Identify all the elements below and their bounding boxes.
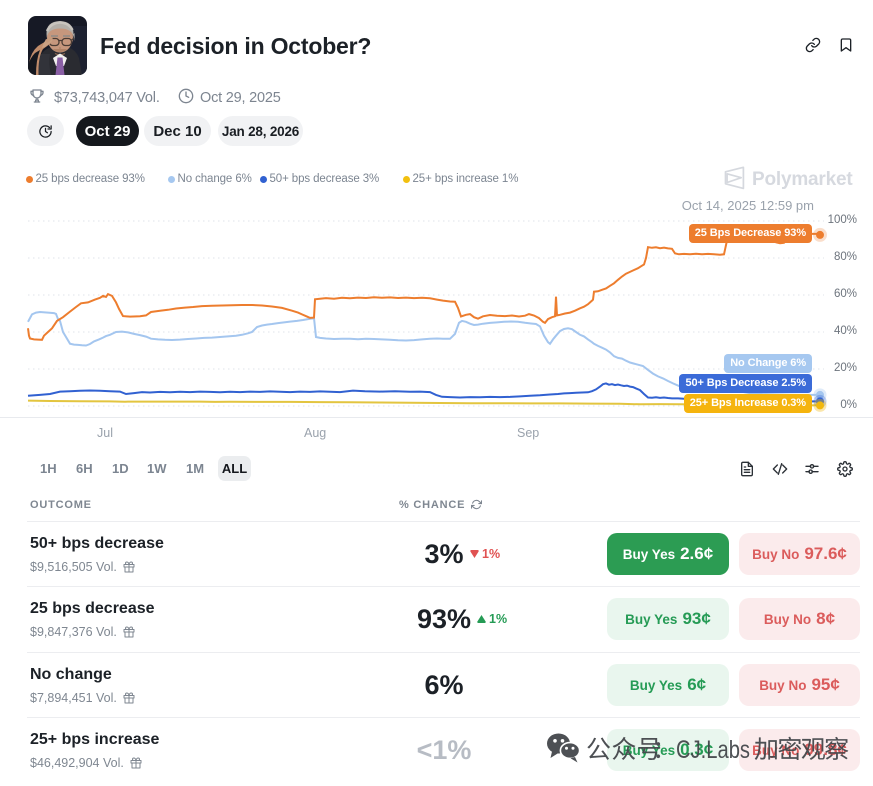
svg-text:CJ.Labs: CJ.Labs xyxy=(676,736,750,764)
